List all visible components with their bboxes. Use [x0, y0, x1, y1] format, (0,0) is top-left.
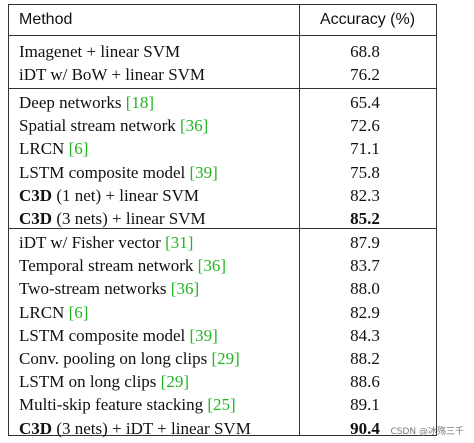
accuracy-cell: 68.8: [350, 42, 380, 61]
method-cell: Imagenet + linear SVM: [19, 40, 180, 63]
accuracy-cell: 88.0: [350, 279, 380, 299]
method-name: Two-stream networks: [19, 279, 171, 299]
method-name: Spatial stream network: [19, 116, 180, 136]
method-name: Conv. pooling on long clips: [19, 349, 212, 368]
accuracy-cell: 65.4: [350, 93, 380, 112]
method-name: Temporal stream network: [19, 256, 198, 276]
table-row: C3D (3 nets) + iDT + linear SVM 90.4: [9, 417, 436, 440]
table-row: iDT w/ BoW + linear SVM 76.2: [9, 63, 436, 86]
method-name: Multi-skip feature stacking: [19, 395, 208, 415]
table-row: Deep networks [18] 65.4: [9, 91, 436, 114]
method-cell: LSTM on long clips [29]: [19, 370, 189, 393]
accuracy-cell: 87.9: [350, 233, 380, 252]
method-cell: Deep networks [18]: [19, 91, 154, 114]
method-name-rest: (3 nets) + linear SVM: [52, 209, 206, 228]
method-cell: Multi-skip feature stacking [25]: [19, 393, 236, 416]
accuracy-cell: 75.8: [350, 162, 380, 182]
header-accuracy: Accuracy (%): [319, 11, 416, 28]
table-row: LSTM composite model [39] 84.3: [9, 324, 436, 347]
citation-link[interactable]: [36]: [170, 279, 200, 299]
method-cell: LSTM composite model [39]: [19, 324, 218, 347]
header-method: Method: [19, 11, 73, 28]
table-row: C3D (3 nets) + linear SVM 85.2: [9, 207, 436, 230]
citation-link[interactable]: [18]: [125, 93, 155, 112]
accuracy-cell: 82.9: [350, 302, 380, 322]
method-cell: C3D (3 nets) + iDT + linear SVM: [19, 417, 251, 440]
column-divider: [299, 5, 300, 435]
method-cell: C3D (3 nets) + linear SVM: [19, 207, 206, 230]
accuracy-cell: 90.4: [350, 418, 380, 438]
citation-link[interactable]: [6]: [68, 302, 89, 322]
citation-link[interactable]: [36]: [180, 116, 209, 136]
accuracy-cell: 71.1: [350, 139, 380, 159]
method-cell: C3D (1 net) + linear SVM: [19, 184, 199, 207]
table-row: Conv. pooling on long clips [29] 88.2: [9, 347, 436, 370]
accuracy-cell: 89.1: [350, 395, 380, 415]
method-name-bold: C3D: [19, 418, 53, 438]
accuracy-cell: 72.6: [350, 116, 380, 136]
accuracy-cell: 84.3: [350, 325, 380, 345]
table-row: LSTM on long clips [29] 88.6: [9, 370, 436, 393]
table-row: Imagenet + linear SVM 68.8: [9, 40, 436, 63]
citation-link[interactable]: [36]: [197, 256, 226, 276]
results-table: Method Accuracy (%) Imagenet + linear SV…: [8, 4, 437, 438]
citation-link[interactable]: [29]: [160, 372, 189, 392]
table-header: Method Accuracy (%): [9, 5, 436, 36]
table-row: LRCN [6] 71.1: [9, 137, 436, 160]
method-name: LSTM on long clips: [19, 372, 161, 392]
table-section: iDT w/ Fisher vector [31] 87.9 Temporal st…: [9, 228, 436, 440]
table-row: iDT w/ Fisher vector [31] 87.9: [9, 231, 436, 254]
watermark: CSDN @冰殇三千: [390, 427, 464, 437]
method-name-rest: (3 nets) + iDT + linear SVM: [52, 418, 251, 438]
method-name: Imagenet + linear SVM: [19, 42, 181, 61]
table-row: Two-stream networks [36] 88.0: [9, 277, 436, 300]
table-row: LSTM composite model [39] 75.8: [9, 161, 436, 184]
method-cell: LRCN [6]: [19, 301, 88, 324]
method-name: iDT w/ BoW + linear SVM: [19, 65, 206, 85]
method-name: LSTM composite model: [19, 162, 190, 182]
method-cell: LSTM composite model [39]: [19, 161, 218, 184]
citation-link[interactable]: [29]: [211, 349, 240, 368]
accuracy-cell: 85.2: [350, 209, 380, 228]
citation-link[interactable]: [39]: [189, 162, 218, 182]
method-name: LRCN: [19, 302, 69, 322]
citation-link[interactable]: [25]: [207, 395, 236, 415]
table-row: Multi-skip feature stacking [25] 89.1: [9, 393, 436, 416]
method-name: LSTM composite model: [19, 325, 190, 345]
table-section: Imagenet + linear SVM 68.8 iDT w/ BoW + li…: [9, 38, 436, 86]
citation-link[interactable]: [6]: [68, 139, 89, 159]
accuracy-cell: 88.6: [350, 372, 380, 392]
method-name-bold: C3D: [19, 185, 53, 205]
table-row: Spatial stream network [36] 72.6: [9, 114, 436, 137]
accuracy-cell: 88.2: [350, 349, 380, 368]
method-cell: iDT w/ BoW + linear SVM: [19, 63, 205, 86]
table-row: C3D (1 net) + linear SVM 82.3: [9, 184, 436, 207]
method-cell: iDT w/ Fisher vector [31]: [19, 231, 193, 254]
accuracy-cell: 76.2: [350, 65, 380, 85]
accuracy-cell: 82.3: [350, 185, 380, 205]
method-name-bold: C3D: [19, 209, 53, 228]
citation-link[interactable]: [31]: [165, 233, 194, 252]
table-row: LRCN [6] 82.9: [9, 301, 436, 324]
method-name: Deep networks: [19, 93, 126, 112]
method-cell: Temporal stream network [36]: [19, 254, 226, 277]
method-cell: Conv. pooling on long clips [29]: [19, 347, 240, 370]
table-section: Deep networks [18] 65.4 Spatial stream net…: [9, 88, 436, 230]
method-cell: Spatial stream network [36]: [19, 114, 208, 137]
method-cell: LRCN [6]: [19, 137, 88, 160]
method-name: LRCN: [19, 139, 69, 159]
method-name: iDT w/ Fisher vector: [19, 233, 166, 252]
method-cell: Two-stream networks [36]: [19, 277, 199, 300]
table-row: Temporal stream network [36] 83.7: [9, 254, 436, 277]
accuracy-cell: 83.7: [350, 256, 380, 276]
method-name-rest: (1 net) + linear SVM: [52, 185, 200, 205]
citation-link[interactable]: [39]: [189, 325, 218, 345]
